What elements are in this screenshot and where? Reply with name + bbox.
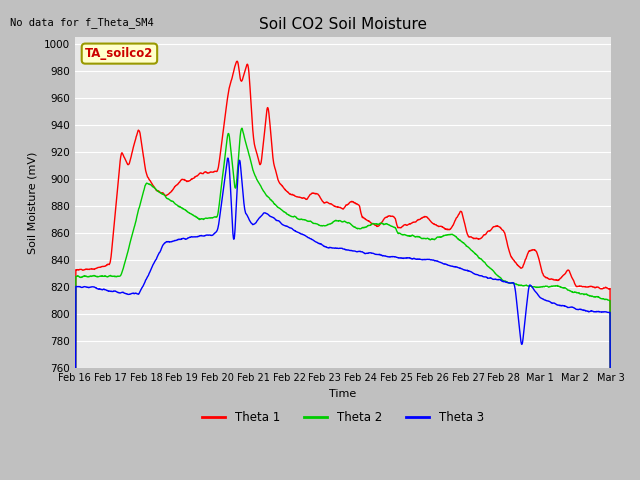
Legend: Theta 1, Theta 2, Theta 3: Theta 1, Theta 2, Theta 3 xyxy=(197,406,488,429)
Theta 2 xyxy=(493,273,501,278)
Theta 2 xyxy=(317,223,325,228)
Theta 1 xyxy=(493,223,501,229)
Title: Soil CO2 Soil Moisture: Soil CO2 Soil Moisture xyxy=(259,17,427,32)
Theta 3 xyxy=(224,155,232,161)
Line: Theta 3: Theta 3 xyxy=(74,158,611,480)
Theta 3 xyxy=(317,241,325,247)
Line: Theta 1: Theta 1 xyxy=(74,61,611,480)
Theta 2 xyxy=(592,294,600,300)
Theta 2 xyxy=(98,273,106,279)
Theta 2 xyxy=(238,125,246,131)
X-axis label: Time: Time xyxy=(329,389,356,398)
Theta 3 xyxy=(592,309,600,315)
Line: Theta 2: Theta 2 xyxy=(74,128,611,480)
Theta 1 xyxy=(234,59,241,64)
Theta 1 xyxy=(332,204,340,210)
Theta 1 xyxy=(98,264,106,269)
Theta 3 xyxy=(493,277,501,283)
Theta 3 xyxy=(98,287,106,292)
Theta 3 xyxy=(592,309,600,314)
Y-axis label: Soil Moisture (mV): Soil Moisture (mV) xyxy=(28,152,38,254)
Theta 1 xyxy=(317,197,325,203)
Text: No data for f_Theta_SM4: No data for f_Theta_SM4 xyxy=(10,17,154,28)
Theta 1 xyxy=(592,285,600,290)
Theta 3 xyxy=(332,245,340,251)
Theta 2 xyxy=(332,217,340,223)
Theta 1 xyxy=(592,285,600,290)
Theta 2 xyxy=(592,294,600,300)
Text: TA_soilco2: TA_soilco2 xyxy=(85,47,154,60)
